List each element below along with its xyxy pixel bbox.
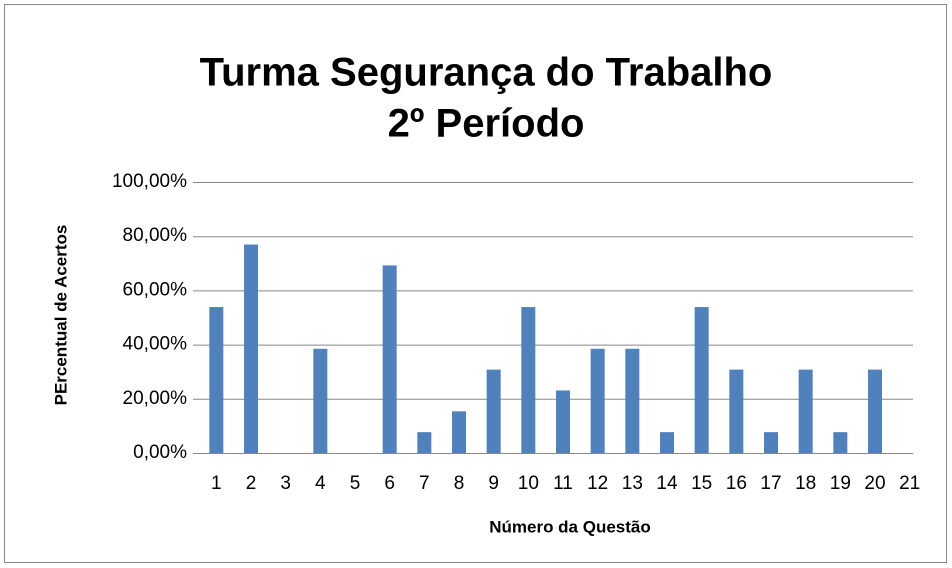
x-tick-label: 2	[246, 473, 257, 494]
y-axis-title: PErcentual de Acertos	[51, 225, 70, 406]
x-tick-label: 6	[384, 473, 395, 494]
bar	[452, 411, 466, 453]
x-tick-label: 12	[587, 473, 608, 494]
bar	[798, 369, 813, 453]
x-tick-label: 16	[726, 473, 747, 494]
chart-border	[4, 4, 947, 563]
y-tick-label: 80,00%	[123, 225, 188, 246]
bar	[556, 390, 570, 453]
x-tick-label: 15	[691, 473, 712, 494]
x-tick-label: 1	[211, 473, 222, 494]
x-axis-title: Número da Questão	[489, 517, 651, 536]
bar	[868, 369, 882, 453]
x-tick-label: 7	[419, 473, 430, 494]
x-tick-label: 13	[622, 473, 643, 494]
bar	[694, 307, 709, 453]
y-tick-label: 100,00%	[112, 171, 187, 192]
y-tick-label: 0,00%	[133, 442, 187, 463]
x-tick-label: 3	[280, 473, 291, 494]
bar	[729, 369, 744, 453]
x-tick-label: 5	[350, 473, 361, 494]
bar	[244, 244, 258, 453]
x-tick-label: 14	[656, 473, 678, 494]
x-tick-label: 8	[454, 473, 465, 494]
bar	[486, 369, 501, 453]
x-tick-label: 18	[795, 473, 816, 494]
y-tick-label: 60,00%	[123, 279, 188, 300]
y-tick-label: 40,00%	[123, 334, 188, 355]
bar	[417, 432, 432, 453]
chart-title: 2º Período	[388, 102, 585, 146]
x-tick-label: 4	[315, 473, 326, 494]
bar	[625, 348, 640, 453]
bar	[660, 432, 674, 453]
bar	[764, 432, 778, 453]
x-tick-label: 10	[518, 473, 539, 494]
bar	[590, 348, 605, 453]
x-tick-label: 9	[488, 473, 499, 494]
bar	[833, 432, 848, 453]
y-tick-label: 20,00%	[123, 388, 188, 409]
x-tick-label: 19	[830, 473, 851, 494]
chart-title: Turma Segurança do Trabalho	[200, 51, 773, 95]
bar	[209, 307, 224, 453]
x-tick-label: 21	[899, 473, 920, 494]
x-tick-label: 17	[760, 473, 781, 494]
x-tick-label: 20	[864, 473, 885, 494]
bar	[313, 348, 328, 453]
bar	[382, 265, 397, 453]
x-tick-label: 11	[553, 473, 573, 494]
bar	[521, 307, 536, 453]
